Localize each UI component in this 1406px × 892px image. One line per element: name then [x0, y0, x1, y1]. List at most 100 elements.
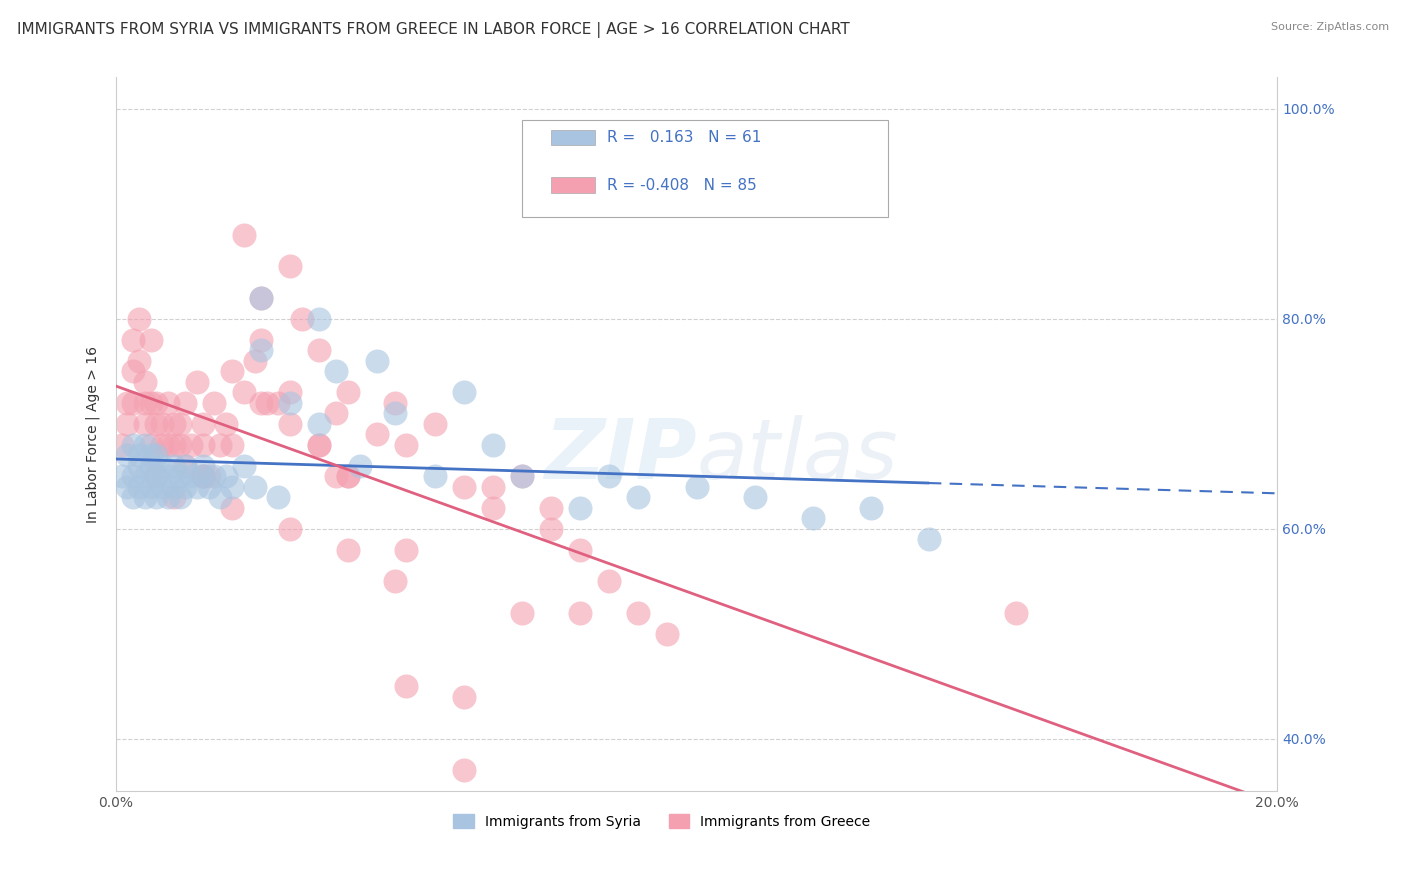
Point: [325, 406, 347, 420]
Point: [134, 417, 156, 431]
Point: [180, 438, 202, 452]
Point: [122, 438, 145, 452]
Point: [221, 500, 243, 515]
Point: [145, 469, 167, 483]
Point: [157, 396, 180, 410]
Point: [128, 448, 150, 462]
Point: [256, 396, 278, 410]
Point: [627, 491, 650, 505]
Point: [250, 333, 273, 347]
Point: [122, 396, 145, 410]
Point: [134, 396, 156, 410]
Point: [191, 458, 214, 473]
Text: R = -0.408   N = 85: R = -0.408 N = 85: [607, 178, 756, 193]
Point: [197, 480, 219, 494]
Point: [169, 469, 191, 483]
Point: [685, 480, 707, 494]
Point: [291, 311, 314, 326]
Point: [278, 260, 301, 274]
Point: [425, 469, 447, 483]
Point: [482, 480, 505, 494]
Point: [510, 469, 533, 483]
Point: [453, 480, 475, 494]
Point: [325, 364, 347, 378]
Point: [145, 417, 167, 431]
Point: [110, 438, 132, 452]
Point: [569, 542, 592, 557]
Point: [145, 396, 167, 410]
Point: [384, 406, 406, 420]
Point: [366, 427, 388, 442]
Point: [918, 533, 941, 547]
FancyBboxPatch shape: [551, 129, 596, 145]
Point: [122, 333, 145, 347]
Point: [308, 438, 330, 452]
Text: R =   0.163   N = 61: R = 0.163 N = 61: [607, 130, 762, 145]
Point: [250, 396, 273, 410]
Text: ZIP: ZIP: [544, 416, 696, 496]
Point: [337, 385, 360, 400]
Point: [150, 480, 173, 494]
Point: [209, 438, 232, 452]
Point: [169, 438, 191, 452]
Point: [278, 522, 301, 536]
Point: [197, 469, 219, 483]
Point: [191, 417, 214, 431]
Point: [145, 491, 167, 505]
Point: [384, 396, 406, 410]
Point: [395, 542, 418, 557]
Point: [325, 469, 347, 483]
Point: [128, 354, 150, 368]
Point: [128, 480, 150, 494]
Point: [122, 364, 145, 378]
Point: [122, 469, 145, 483]
Point: [117, 480, 139, 494]
Point: [453, 385, 475, 400]
Point: [117, 396, 139, 410]
Point: [349, 458, 371, 473]
Point: [425, 417, 447, 431]
Point: [157, 469, 180, 483]
Point: [150, 458, 173, 473]
Text: IMMIGRANTS FROM SYRIA VS IMMIGRANTS FROM GREECE IN LABOR FORCE | AGE > 16 CORREL: IMMIGRANTS FROM SYRIA VS IMMIGRANTS FROM…: [17, 22, 849, 38]
Point: [267, 396, 290, 410]
Point: [215, 417, 238, 431]
Point: [139, 396, 162, 410]
Point: [174, 458, 197, 473]
Point: [145, 469, 167, 483]
Point: [174, 458, 197, 473]
Point: [627, 606, 650, 620]
Point: [278, 385, 301, 400]
Point: [215, 469, 238, 483]
Point: [204, 396, 226, 410]
Point: [540, 500, 562, 515]
Point: [395, 438, 418, 452]
Point: [395, 679, 418, 693]
Point: [204, 469, 226, 483]
Point: [139, 333, 162, 347]
Point: [308, 343, 330, 358]
Point: [278, 417, 301, 431]
Point: [191, 469, 214, 483]
Point: [221, 364, 243, 378]
Point: [134, 469, 156, 483]
Point: [150, 417, 173, 431]
Point: [174, 396, 197, 410]
FancyBboxPatch shape: [551, 178, 596, 193]
Text: atlas: atlas: [696, 416, 898, 496]
Point: [482, 438, 505, 452]
Point: [308, 311, 330, 326]
Point: [163, 491, 186, 505]
Point: [337, 542, 360, 557]
Point: [180, 469, 202, 483]
Text: Source: ZipAtlas.com: Source: ZipAtlas.com: [1271, 22, 1389, 32]
Point: [163, 458, 186, 473]
Point: [308, 417, 330, 431]
Point: [337, 469, 360, 483]
Point: [384, 574, 406, 589]
Point: [157, 438, 180, 452]
Point: [308, 438, 330, 452]
Point: [453, 764, 475, 778]
Point: [801, 511, 824, 525]
Point: [243, 354, 266, 368]
